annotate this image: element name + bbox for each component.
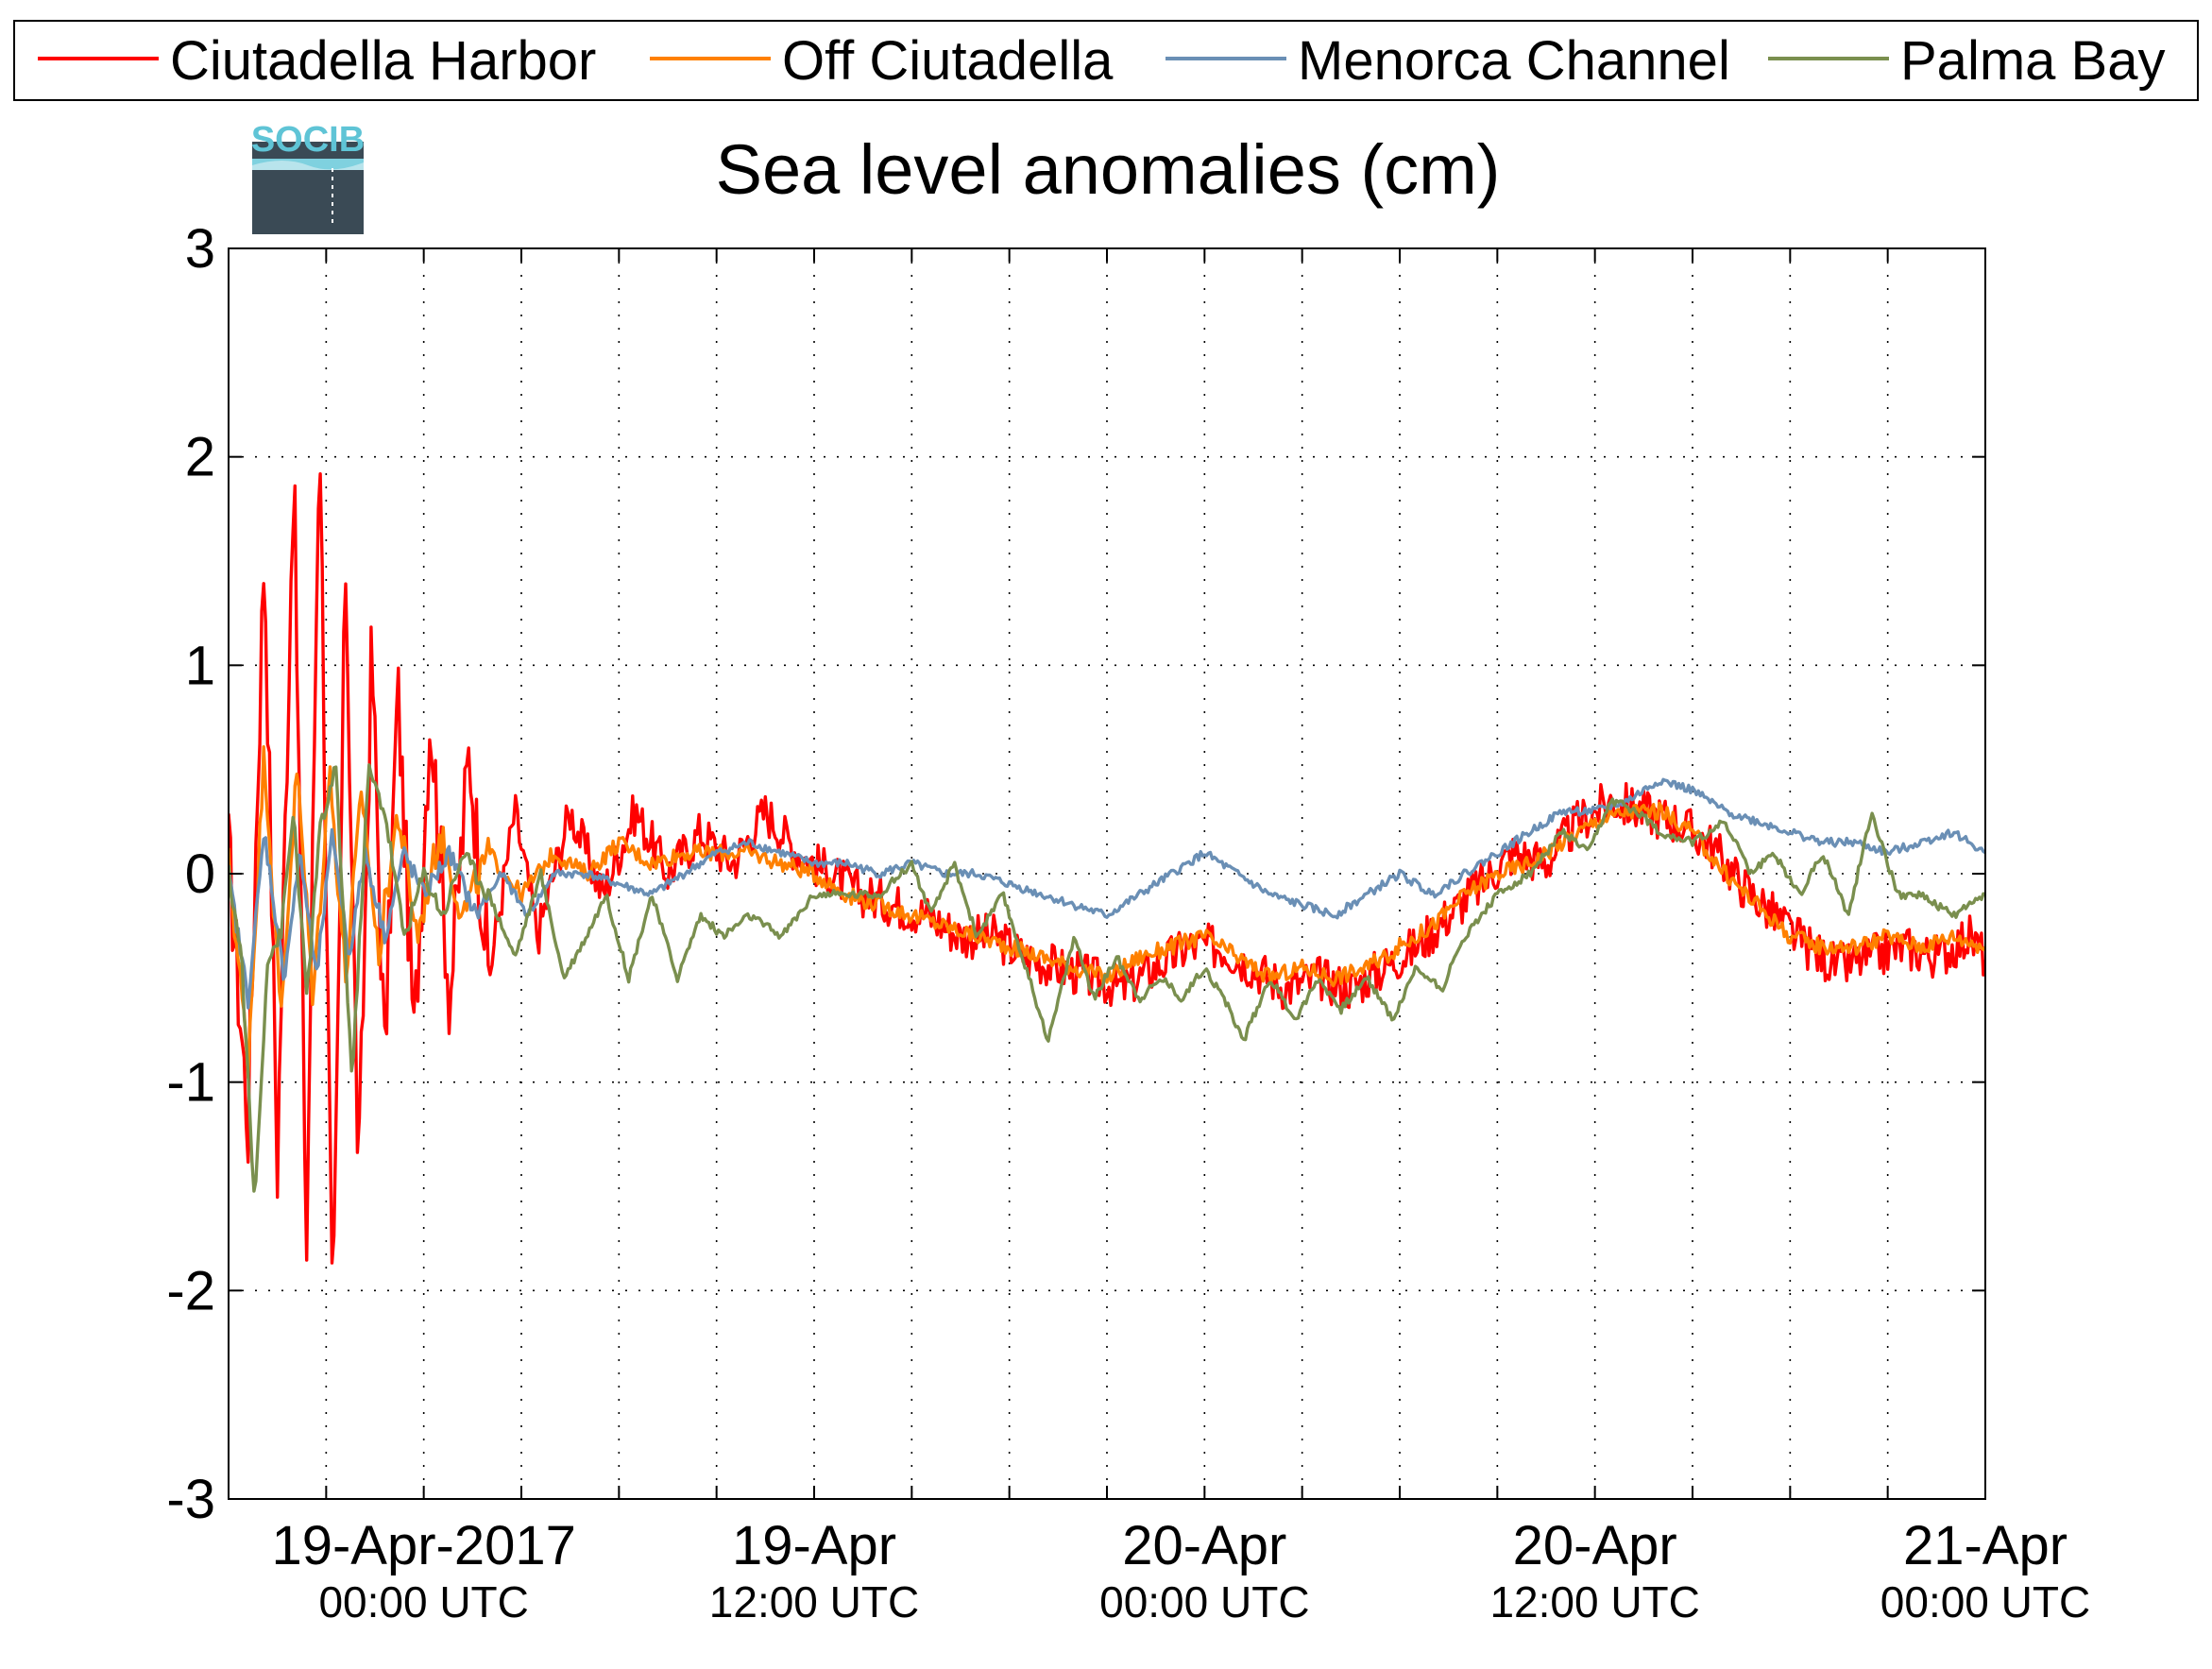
x-tick-label-time: 00:00 UTC: [1880, 1577, 2090, 1626]
y-tick-label: 1: [185, 635, 215, 696]
series-layer: [229, 472, 1985, 1265]
y-tick-label: -3: [166, 1469, 215, 1530]
y-tick-label: -1: [166, 1052, 215, 1114]
x-tick-label-date: 19-Apr: [732, 1515, 896, 1576]
x-tick-label-date: 21-Apr: [1903, 1515, 2067, 1576]
x-tick-label-date: 19-Apr-2017: [271, 1515, 575, 1576]
x-tick-label-date: 20-Apr: [1513, 1515, 1677, 1576]
x-tick-label-time: 00:00 UTC: [1099, 1577, 1309, 1626]
y-tick-label: 0: [185, 843, 215, 905]
tick-marks: [229, 247, 1986, 1500]
series-line-menorca-channel: [229, 777, 1985, 1010]
legend-label: Off Ciutadella: [782, 30, 1114, 92]
y-tick-label: 3: [185, 218, 215, 280]
y-tick-label: -2: [166, 1260, 215, 1321]
series-line-ciutadella-harbor: [229, 472, 1985, 1265]
x-tick-label-date: 20-Apr: [1122, 1515, 1286, 1576]
y-tick-label: 2: [185, 427, 215, 488]
series-line-palma-bay: [229, 763, 1985, 1193]
chart-title: Sea level anomalies (cm): [716, 130, 1501, 209]
x-tick-label-time: 00:00 UTC: [318, 1577, 528, 1626]
socib-logo-text: SOCIB: [251, 120, 365, 160]
socib-logo: SOCIB: [251, 120, 365, 234]
legend-label: Ciutadella Harbor: [170, 30, 596, 92]
legend: Ciutadella Harbor Off Ciutadella Menorca C…: [13, 20, 2199, 101]
legend-label: Palma Bay: [1900, 30, 2165, 92]
legend-label: Menorca Channel: [1298, 30, 1730, 92]
x-tick-label-time: 12:00 UTC: [709, 1577, 919, 1626]
x-tick-label-time: 12:00 UTC: [1489, 1577, 1699, 1626]
